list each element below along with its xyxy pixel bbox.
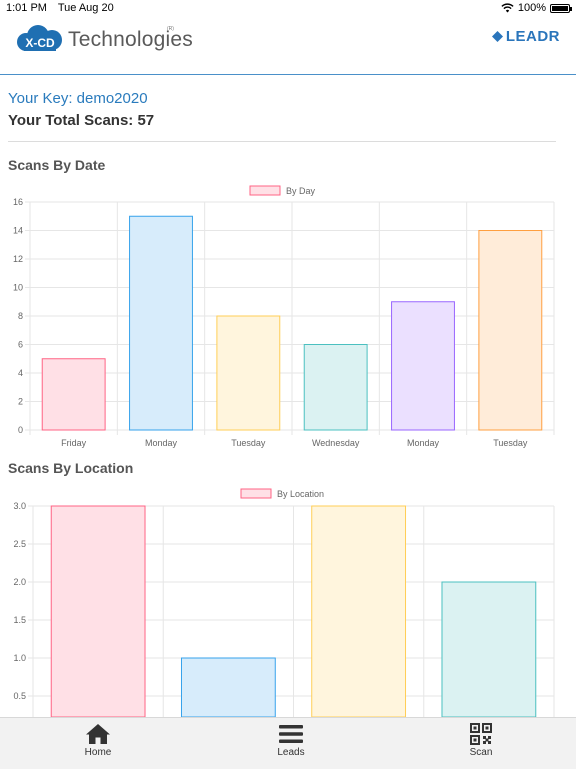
tab-leads-label: Leads — [277, 747, 305, 758]
legend-swatch — [240, 488, 272, 499]
y-tick-label: 4 — [18, 368, 23, 378]
y-tick-label: 2.0 — [13, 577, 26, 587]
tab-scan[interactable]: Scan — [431, 723, 531, 758]
bar — [311, 505, 407, 717]
bar — [129, 215, 193, 431]
registered-mark: (R) — [167, 26, 174, 32]
brand-text: LEADR — [505, 28, 560, 45]
scans-by-date-title: Scans By Date — [8, 157, 106, 173]
x-tick-label: Wednesday — [312, 438, 360, 448]
legend-label: By Day — [286, 186, 316, 196]
tab-bar: Home Leads Scan — [0, 717, 576, 769]
y-tick-label: 3.0 — [13, 501, 26, 511]
y-tick-label: 1.0 — [13, 653, 26, 663]
x-tick-label: Tuesday — [231, 438, 266, 448]
bar — [180, 657, 276, 717]
bar — [391, 301, 455, 431]
menu-icon — [279, 725, 303, 743]
legend-label: By Location — [277, 489, 324, 499]
y-tick-label: 1.5 — [13, 615, 26, 625]
logo-cloud-icon: X-CD — [14, 24, 66, 56]
y-tick-label: 0.5 — [13, 691, 26, 701]
bar — [441, 581, 537, 717]
battery-icon — [550, 3, 572, 13]
y-tick-label: 12 — [13, 254, 23, 264]
bar — [50, 505, 146, 717]
y-tick-label: 16 — [13, 197, 23, 207]
tab-home[interactable]: Home — [48, 723, 148, 758]
bar — [303, 344, 368, 431]
tab-home-label: Home — [84, 747, 112, 758]
diamond-icon — [491, 31, 503, 42]
logo-text: Technologies — [68, 28, 193, 51]
scans-by-date-chart: By Day 0 2 4 6 8 10 12 14 16 Friday Monday Tuesday We… — [13, 185, 555, 448]
y-tick-label: 2 — [18, 397, 23, 407]
tab-scan-label: Scan — [469, 747, 493, 758]
x-tick-label: Monday — [145, 438, 178, 448]
y-tick-label: 10 — [13, 283, 23, 293]
logo-mark-text: X-CD — [25, 36, 55, 50]
y-tick-label: 2.5 — [13, 539, 26, 549]
x-tick-label: Monday — [407, 438, 440, 448]
qr-code-icon — [470, 723, 492, 745]
divider — [8, 141, 556, 142]
status-time: 1:01 PM — [6, 2, 47, 14]
key-line: Your Key: demo2020 — [8, 90, 148, 107]
y-tick-label: 6 — [18, 340, 23, 350]
xcd-logo: X-CD Technologies (R) — [14, 24, 200, 56]
bar — [216, 315, 281, 431]
battery-percent: 100% — [517, 2, 546, 14]
legend-swatch — [249, 185, 281, 196]
total-scans: Your Total Scans: 57 — [8, 112, 155, 129]
status-bar: 1:01 PM Tue Aug 20 100% — [0, 0, 576, 16]
status-date: Tue Aug 20 — [57, 2, 114, 14]
tab-leads[interactable]: Leads — [241, 723, 341, 758]
y-tick-label: 0 — [18, 425, 23, 435]
bar — [41, 358, 106, 431]
leadr-brand: LEADR — [491, 28, 560, 45]
x-tick-label: Tuesday — [493, 438, 528, 448]
home-icon — [86, 724, 110, 744]
scans-by-location-chart: By Location 0.5 1.0 1.5 2.0 2.5 3.0 — [13, 488, 555, 717]
scans-by-location-title: Scans By Location — [8, 460, 134, 476]
x-tick-label: Friday — [61, 438, 87, 448]
app-header: X-CD Technologies (R) LEADR — [0, 16, 576, 75]
wifi-icon — [501, 3, 514, 13]
y-tick-label: 8 — [18, 311, 23, 321]
y-tick-label: 14 — [13, 226, 23, 236]
bar — [478, 230, 543, 431]
